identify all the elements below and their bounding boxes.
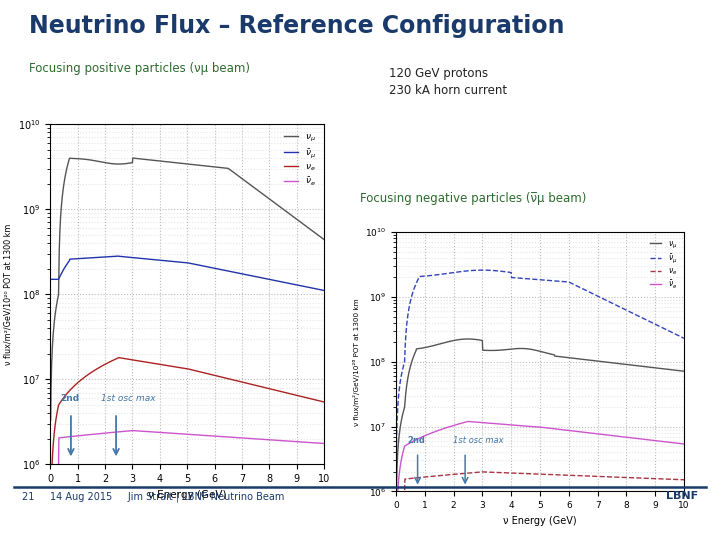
Text: 230 kA horn current: 230 kA horn current: [389, 84, 507, 97]
Text: Neutrino Flux – Reference Configuration: Neutrino Flux – Reference Configuration: [29, 14, 564, 37]
X-axis label: ν Energy (GeV): ν Energy (GeV): [148, 490, 227, 500]
X-axis label: ν Energy (GeV): ν Energy (GeV): [503, 516, 577, 525]
Y-axis label: ν flux/m²/GeV/10²⁰ POT at 1300 km: ν flux/m²/GeV/10²⁰ POT at 1300 km: [4, 224, 12, 365]
Text: LBNF: LBNF: [666, 491, 698, 502]
Legend: $\nu_\mu$, $\bar{\nu}_\mu$, $\nu_e$, $\bar{\nu}_e$: $\nu_\mu$, $\bar{\nu}_\mu$, $\nu_e$, $\b…: [647, 236, 680, 294]
Text: 1st osc max: 1st osc max: [453, 436, 503, 446]
Legend: $\nu_\mu$, $\bar{\nu}_\mu$, $\nu_e$, $\bar{\nu}_e$: $\nu_\mu$, $\bar{\nu}_\mu$, $\nu_e$, $\b…: [281, 129, 320, 191]
Text: 2nd: 2nd: [408, 436, 425, 446]
Text: 120 GeV protons: 120 GeV protons: [389, 68, 488, 80]
Text: Focusing positive particles (νμ beam): Focusing positive particles (νμ beam): [29, 62, 250, 75]
Y-axis label: ν flux/m²/GeV/10²⁶ POT at 1300 km: ν flux/m²/GeV/10²⁶ POT at 1300 km: [353, 298, 359, 426]
Text: Focusing negative particles (ν̅μ beam): Focusing negative particles (ν̅μ beam): [360, 192, 586, 205]
Text: 1st osc max: 1st osc max: [101, 394, 156, 403]
Text: 2nd: 2nd: [60, 394, 79, 403]
Text: 21     14 Aug 2015     Jim Strait | LBNF Neutrino Beam: 21 14 Aug 2015 Jim Strait | LBNF Neutrin…: [22, 491, 284, 502]
